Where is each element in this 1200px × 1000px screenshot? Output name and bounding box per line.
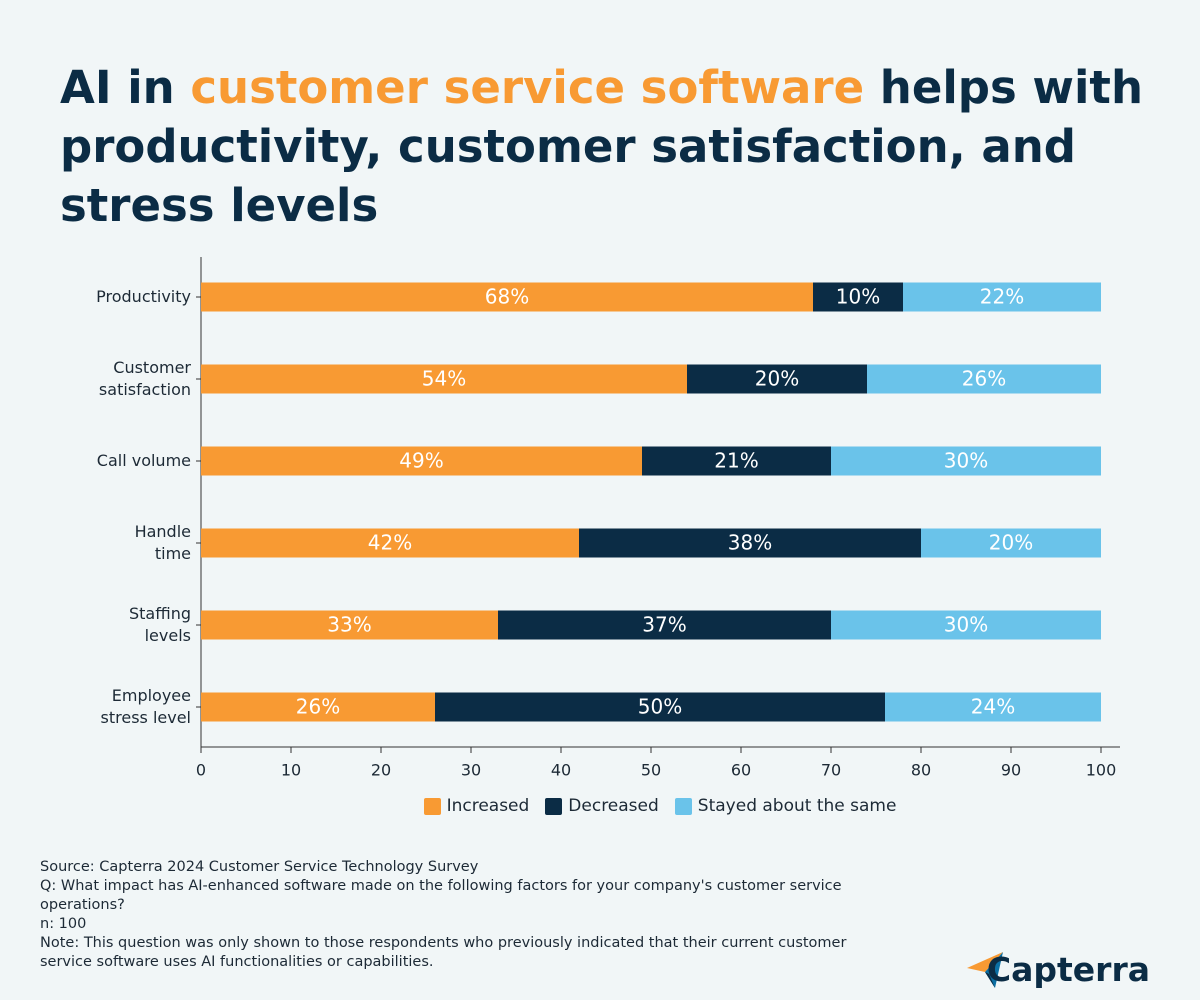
note-line: Note: This question was only shown to th… (40, 935, 847, 970)
note-line: n: 100 (40, 916, 87, 932)
value-label: 38% (728, 531, 772, 555)
x-tick-label: 100 (1086, 761, 1117, 780)
value-label: 26% (962, 367, 1006, 391)
bar-segment (579, 528, 921, 558)
x-tick-label: 20 (371, 761, 391, 780)
bar-segment (867, 364, 1101, 394)
value-label: 54% (422, 367, 466, 391)
x-tick-label: 50 (641, 761, 661, 780)
chart-title: AI in customer service software helps wi… (60, 58, 1160, 235)
legend-item: Increased (423, 796, 530, 816)
y-tick-label: Productivity (96, 287, 191, 306)
bar-segment (831, 446, 1101, 476)
value-label: 30% (944, 613, 988, 637)
brand: Capterra (986, 950, 1150, 989)
x-tick-label: 80 (911, 761, 931, 780)
bar-segment (885, 692, 1101, 722)
value-label: 20% (989, 531, 1033, 555)
bar-segment (201, 610, 498, 640)
legend-swatch (674, 797, 692, 815)
notes: Source: Capterra 2024 Customer Service T… (40, 858, 880, 972)
value-label: 20% (755, 367, 799, 391)
legend-swatch (423, 797, 441, 815)
legend: Increased Decreased Stayed about the same (0, 796, 1200, 816)
x-tick-label: 30 (461, 761, 481, 780)
title-part: helps with productivity, customer satisf… (60, 61, 1143, 232)
bar-segment (201, 446, 642, 476)
legend-label: Stayed about the same (697, 796, 897, 816)
bar-segment (903, 282, 1101, 312)
value-label: 37% (642, 613, 686, 637)
legend-label: Decreased (568, 796, 659, 816)
bar-segment (921, 528, 1101, 558)
bar-segment (813, 282, 903, 312)
x-tick-label: 10 (281, 761, 301, 780)
value-label: 22% (980, 285, 1024, 309)
value-label: 42% (368, 531, 412, 555)
note-line: Source: Capterra 2024 Customer Service T… (40, 859, 479, 875)
bar-segment (435, 692, 885, 722)
value-label: 68% (485, 285, 529, 309)
y-tick-label: Employee stress level (100, 686, 191, 727)
value-label: 26% (296, 695, 340, 719)
y-tick-label: Staffing levels (129, 604, 191, 645)
legend-item: Decreased (545, 796, 659, 816)
note-line: Q: What impact has AI-enhanced software … (40, 878, 842, 913)
x-tick-label: 70 (821, 761, 841, 780)
x-tick-label: 60 (731, 761, 751, 780)
bar-segment (687, 364, 867, 394)
brand-logo (967, 952, 1003, 988)
title-part: AI in (60, 61, 191, 114)
bar-segment (201, 528, 579, 558)
y-tick-label: Handle time (134, 522, 191, 563)
legend-item: Stayed about the same (674, 796, 897, 816)
bar-segment (201, 282, 813, 312)
bar-segment (831, 610, 1101, 640)
value-label: 50% (638, 695, 682, 719)
value-label: 21% (714, 449, 758, 473)
x-tick-label: 90 (1001, 761, 1021, 780)
value-label: 24% (971, 695, 1015, 719)
y-tick-label: Customer satisfaction (98, 358, 191, 399)
bar-segment (498, 610, 831, 640)
title-highlight: customer service software (190, 61, 865, 114)
value-label: 10% (836, 285, 880, 309)
x-tick-label: 0 (196, 761, 206, 780)
y-tick-label: Call volume (96, 451, 191, 470)
bar-segment (201, 692, 435, 722)
value-label: 49% (399, 449, 443, 473)
legend-swatch (545, 797, 563, 815)
value-label: 30% (944, 449, 988, 473)
bar-segment (642, 446, 831, 476)
value-label: 33% (327, 613, 371, 637)
x-tick-label: 40 (551, 761, 571, 780)
legend-label: Increased (446, 796, 530, 816)
bar-segment (201, 364, 687, 394)
